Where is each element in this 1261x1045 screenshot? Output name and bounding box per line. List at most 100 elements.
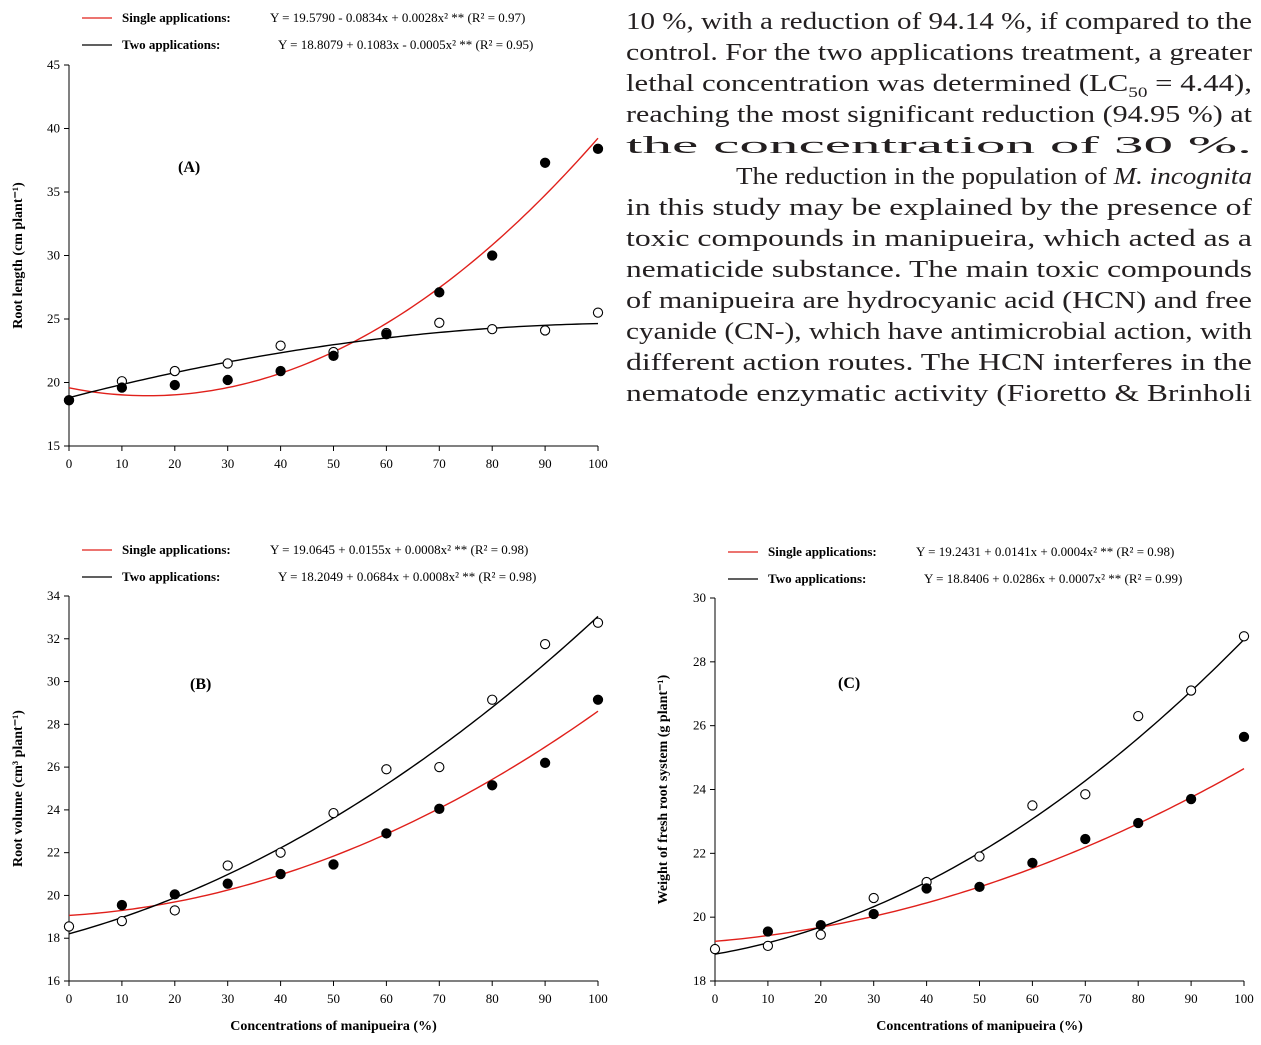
legend-series-name: Single applications: — [122, 10, 231, 25]
legend-equation: Y = 18.8406 + 0.0286x + 0.0007x² ** (R² … — [924, 571, 1182, 586]
y-tick-label: 24 — [693, 782, 707, 797]
body-text-line: 10 %, with a reduction of 94.14 %, if co… — [626, 9, 1252, 35]
y-tick-label: 25 — [47, 311, 60, 326]
two-application-point — [1027, 800, 1038, 811]
single-application-point — [592, 143, 604, 154]
body-text-line: nematicide substance. The main toxic com… — [626, 257, 1252, 283]
two-application-point — [275, 340, 286, 351]
two-application-point — [1080, 789, 1091, 800]
y-tick-label: 15 — [47, 438, 60, 453]
single-application-point — [868, 908, 879, 920]
x-tick-label: 0 — [66, 991, 73, 1006]
legend-equation: Y = 18.8079 + 0.1083x - 0.0005x² ** (R² … — [278, 37, 533, 52]
single-application-point — [1027, 857, 1038, 869]
x-tick-label: 40 — [274, 991, 287, 1006]
y-tick-label: 28 — [693, 654, 706, 669]
single-application-point — [921, 883, 932, 894]
two-application-point — [539, 638, 551, 650]
y-tick-label: 35 — [47, 184, 60, 199]
panel-label: (B) — [190, 676, 211, 693]
single-application-point — [487, 250, 498, 261]
body-text-line: in the soil was observed from the concen… — [626, 0, 1252, 4]
body-text-line: The reduction in the population of M. in… — [736, 164, 1252, 190]
legend-series-name: Two applications: — [122, 569, 220, 584]
chart-b-root-volume: 16 18 20 22 24 26 28 30 32 34 0 10 20 30 40 50 60 70 80 90 1… — [11, 542, 608, 1034]
two-application-point — [1185, 685, 1197, 696]
y-tick-label: 30 — [693, 590, 706, 605]
legend-series-name: Single applications: — [768, 544, 877, 559]
two-application-point — [222, 860, 233, 871]
two-application-point — [487, 694, 498, 705]
single-application-point — [328, 859, 339, 870]
two-application-point — [539, 325, 551, 336]
single-application-point — [434, 803, 445, 814]
single-application-point — [169, 889, 180, 900]
two-application-point — [709, 943, 721, 955]
x-tick-label: 50 — [973, 991, 986, 1006]
x-tick-label: 50 — [327, 991, 340, 1006]
single-application-point — [275, 868, 286, 880]
single-application-point — [1133, 817, 1144, 829]
body-text-line: in this study may be explained by the pr… — [626, 195, 1252, 221]
panel-label: (A) — [178, 159, 200, 176]
body-text-line: different action routes. The HCN interfe… — [626, 350, 1252, 376]
y-tick-label: 20 — [47, 887, 60, 902]
two-application-point — [116, 915, 128, 927]
y-tick-label: 28 — [47, 716, 60, 731]
two-application-point — [63, 921, 75, 932]
y-tick-label: 30 — [47, 248, 60, 263]
x-tick-label: 20 — [168, 991, 181, 1006]
x-tick-label: 10 — [115, 991, 128, 1006]
y-tick-label: 30 — [47, 674, 60, 689]
x-tick-label: 60 — [1026, 991, 1039, 1006]
two-application-point — [868, 892, 879, 904]
y-tick-label: 18 — [693, 973, 706, 988]
two-application-point — [275, 847, 286, 858]
single-application-point — [381, 329, 392, 340]
y-tick-label: 22 — [47, 845, 60, 860]
single-application-point — [328, 350, 339, 361]
single-application-point — [169, 379, 180, 391]
x-tick-label: 60 — [380, 456, 393, 471]
two-application-point — [1133, 710, 1144, 722]
x-tick-label: 100 — [588, 456, 608, 471]
x-tick-label: 90 — [539, 456, 552, 471]
body-text-line: lethal concentration was determined (LC 5… — [626, 71, 1252, 101]
body-text-line: reaching the most significant reduction … — [626, 102, 1252, 128]
x-tick-label: 70 — [1079, 991, 1092, 1006]
x-tick-label: 100 — [1234, 991, 1254, 1006]
body-text-line: nematode enzymatic activity (Fioretto & … — [626, 381, 1252, 407]
x-tick-label: 80 — [1132, 991, 1145, 1006]
single-application-point — [762, 926, 774, 937]
x-tick-label: 60 — [380, 991, 393, 1006]
x-tick-label: 90 — [539, 991, 552, 1006]
y-tick-label: 26 — [693, 718, 707, 733]
y-tick-label: 45 — [47, 57, 60, 72]
body-text-line: the concentration of 30 %. — [626, 133, 1252, 159]
y-tick-label: 20 — [693, 909, 706, 924]
x-axis-title: Concentrations of manipueira (%) — [230, 1019, 437, 1034]
single-application-point — [1238, 731, 1250, 742]
single-application-point — [1080, 833, 1091, 845]
single-application-point — [222, 374, 233, 386]
body-text-line: of manipueira are hydrocyanic acid (HCN)… — [626, 288, 1252, 314]
legend-series-name: Two applications: — [122, 37, 220, 52]
two-application-point — [592, 617, 604, 628]
x-tick-label: 70 — [433, 456, 446, 471]
x-tick-label: 20 — [814, 991, 827, 1006]
y-tick-label: 20 — [47, 375, 60, 390]
x-tick-label: 20 — [168, 456, 181, 471]
legend-equation: Y = 19.0645 + 0.0155x + 0.0008x² ** (R² … — [270, 542, 528, 557]
y-tick-label: 34 — [47, 588, 61, 603]
y-tick-label: 40 — [47, 121, 60, 136]
x-axis-title: Concentrations of manipueira (%) — [876, 1019, 1083, 1034]
two-application-point — [434, 317, 445, 328]
single-application-point — [116, 899, 128, 911]
x-tick-label: 0 — [712, 991, 719, 1006]
y-axis-title: Root length (cm plant⁻¹) — [11, 182, 26, 329]
two-application-point — [974, 851, 985, 862]
fit-curve — [68, 615, 599, 935]
single-application-point — [275, 365, 286, 377]
y-tick-label: 18 — [47, 930, 60, 945]
